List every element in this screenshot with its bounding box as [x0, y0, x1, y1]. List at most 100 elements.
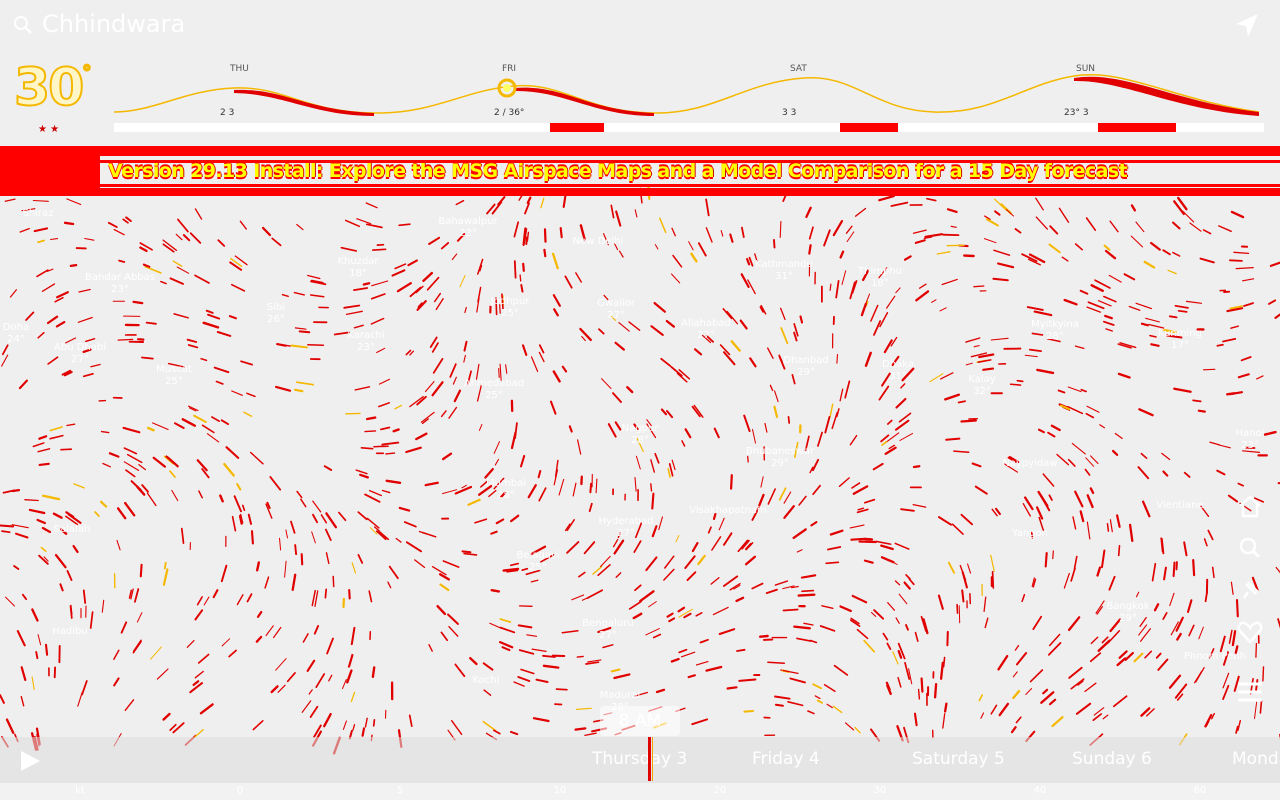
city-label[interactable]: Bhubaneswar 29°	[746, 446, 814, 470]
scale-label: 60	[1193, 785, 1207, 796]
city-label[interactable]: Allahabad 27°	[681, 318, 731, 342]
city-name: Madurai	[599, 690, 641, 701]
city-label[interactable]: Bengaluru 27°	[582, 618, 633, 642]
current-time-bubble: 8 AM	[600, 706, 680, 736]
city-temperature: 17°	[1171, 340, 1189, 351]
city-label[interactable]: Bahawalpur 23°	[438, 216, 497, 240]
top-bar: Chhindwara	[0, 0, 1280, 56]
pin-icon[interactable]	[1234, 574, 1266, 606]
city-name: Kunming	[1158, 328, 1202, 339]
city-label[interactable]: Abu Dhabi 27°	[54, 342, 106, 366]
city-name: Doha	[2, 322, 30, 333]
timeline-day[interactable]: Monday	[1232, 749, 1280, 769]
city-name: Gwalior	[597, 298, 635, 309]
night-segment	[550, 123, 604, 132]
menu-icon[interactable]	[1234, 676, 1266, 708]
city-label[interactable]: Nagpur 28°	[622, 423, 659, 447]
home-icon[interactable]	[1234, 490, 1266, 522]
city-label[interactable]: Dhanbad 29°	[783, 355, 828, 379]
city-label[interactable]: Shiraz	[23, 208, 54, 220]
now-marker[interactable]	[648, 737, 651, 781]
city-temperature: 27°	[617, 528, 635, 539]
city-label[interactable]: Belagavi 25°	[516, 550, 559, 574]
forecast-timeline-bar	[114, 123, 1264, 132]
timeline-day[interactable]: Saturday 5	[912, 749, 1005, 769]
city-temperature: 23°	[1241, 440, 1259, 451]
city-temperature: 27°	[599, 630, 617, 641]
current-temperature[interactable]: 30°	[13, 57, 92, 119]
timeline-day[interactable]: Sunday 6	[1072, 749, 1152, 769]
city-label[interactable]: Myitkyina 28°	[1031, 319, 1079, 343]
city-temperature: 28°	[631, 435, 649, 446]
scale-label: 10	[553, 785, 567, 796]
city-temperature: 25°	[165, 376, 183, 387]
city-label[interactable]: Kathmandu 31°	[755, 259, 813, 283]
timeline-day[interactable]: Friday 4	[752, 749, 820, 769]
search-icon[interactable]	[1234, 532, 1266, 564]
city-label[interactable]: Visakhapatnam	[689, 505, 767, 517]
banner-text[interactable]: Version 29.13 Install: Explore the MSG A…	[108, 160, 1128, 182]
city-name: New Delhi	[572, 236, 624, 247]
city-label[interactable]: Bangkok 29°	[1106, 601, 1149, 625]
city-temperature: 32°	[973, 386, 991, 397]
city-label[interactable]: Naypyidaw	[1002, 458, 1057, 470]
search-icon[interactable]	[12, 14, 34, 36]
city-name: Bhubaneswar	[745, 446, 815, 457]
play-icon[interactable]	[18, 749, 42, 773]
city-label[interactable]: Dhaka 31°	[882, 359, 914, 383]
city-label[interactable]: Salalah	[54, 524, 91, 536]
update-banner[interactable]: Version 29.13 Install: Explore the MSG A…	[0, 146, 1280, 196]
city-name: Thimphu	[858, 266, 902, 277]
timeline-day[interactable]: Thursday 3	[592, 749, 688, 769]
city-name: Bahawalpur	[438, 216, 498, 227]
city-label[interactable]: Jodhpur 25°	[491, 296, 530, 320]
scale-unit: kt	[75, 785, 85, 796]
city-name: Kathmandu	[755, 259, 813, 270]
city-name: Kalay	[968, 374, 996, 385]
city-label[interactable]: Bandar Abbas 23°	[85, 272, 155, 296]
city-temperature: 18°	[871, 278, 889, 289]
city-label[interactable]: Doha 24°	[3, 322, 29, 346]
scale-label: 30	[873, 785, 887, 796]
city-name: Phnom Penh	[1183, 651, 1247, 662]
city-name: Hanoi	[1235, 428, 1265, 439]
city-label[interactable]: Karachi 23°	[347, 330, 384, 354]
city-name: Jodhpur	[490, 296, 530, 307]
location-name[interactable]: Chhindwara	[42, 10, 186, 38]
locate-icon[interactable]	[1232, 12, 1260, 40]
timeline-bar[interactable]: Thursday 3 Friday 4 Saturday 5 Sunday 6 …	[0, 737, 1280, 783]
city-temperature: 24°	[7, 334, 25, 345]
city-name: Nagpur	[621, 423, 659, 434]
city-label[interactable]: Yangon	[1012, 528, 1048, 540]
wind-scale: kt 0 5 10 20 30 40 60	[0, 783, 1280, 800]
city-label[interactable]: Hadibu	[52, 626, 87, 638]
city-temperature: 29°	[797, 367, 815, 378]
forecast-strip[interactable]: THU FRI SAT SUN 2 3 2 / 36° 3 3 23° 3	[114, 60, 1264, 140]
night-segment	[840, 123, 898, 132]
city-label[interactable]: New Delhi	[573, 236, 624, 248]
city-name: Ahmedabad	[463, 378, 525, 389]
city-label[interactable]: Mumbai 28°	[486, 478, 526, 502]
city-name: Khuzdar	[337, 256, 379, 267]
scale-label: 20	[713, 785, 727, 796]
city-name: Sibi	[266, 302, 286, 313]
city-label[interactable]: Muscat 25°	[156, 364, 192, 388]
city-label[interactable]: Khuzdar 18°	[337, 256, 378, 280]
city-label[interactable]: Hyderabad 27°	[599, 516, 654, 540]
city-label[interactable]: Thimphu 18°	[858, 266, 902, 290]
favorite-icon[interactable]	[1234, 616, 1266, 648]
city-label[interactable]: Ahmedabad 25°	[464, 378, 524, 402]
city-label[interactable]: Phnom Penh	[1184, 651, 1246, 663]
city-label[interactable]: Sibi 26°	[267, 302, 285, 326]
city-label[interactable]: Kunming 17°	[1158, 328, 1202, 352]
city-label[interactable]: Hanoi 23°	[1236, 428, 1265, 452]
city-label[interactable]: Vientiane	[1156, 500, 1203, 512]
city-label[interactable]: Kochi	[473, 675, 500, 687]
scale-label: 0	[236, 785, 244, 796]
night-segment	[1098, 123, 1176, 132]
forecast-day: FRI	[502, 64, 517, 74]
city-label[interactable]: Kalay 32°	[968, 374, 995, 398]
city-label[interactable]: Gwalior 27°	[597, 298, 635, 322]
forecast-day: THU	[230, 64, 249, 74]
